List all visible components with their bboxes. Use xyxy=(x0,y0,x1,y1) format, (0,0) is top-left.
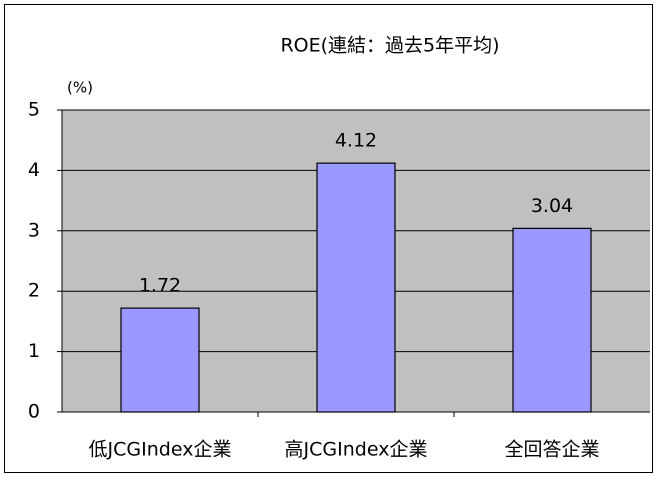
x-tick-label: 低JCGIndex企業 xyxy=(89,439,232,461)
bar xyxy=(120,307,200,413)
y-tick-label: 2 xyxy=(28,280,40,302)
y-tick-label: 4 xyxy=(28,159,40,181)
data-label: 1.72 xyxy=(139,275,181,297)
y-tick-label: 3 xyxy=(28,219,40,241)
bar xyxy=(316,162,396,413)
y-tick-label: 1 xyxy=(28,340,40,362)
x-tick-label: 全回答企業 xyxy=(504,439,599,461)
y-tick-label: 0 xyxy=(28,401,40,423)
y-tick-label: 5 xyxy=(28,99,40,121)
chart-title: ROE(連結：過去5年平均) xyxy=(280,35,499,57)
data-label: 4.12 xyxy=(335,130,377,152)
bar xyxy=(512,227,592,413)
y-axis-label: (%) xyxy=(67,79,93,97)
x-tick-label: 高JCGIndex企業 xyxy=(285,439,428,461)
data-label: 3.04 xyxy=(531,195,573,217)
